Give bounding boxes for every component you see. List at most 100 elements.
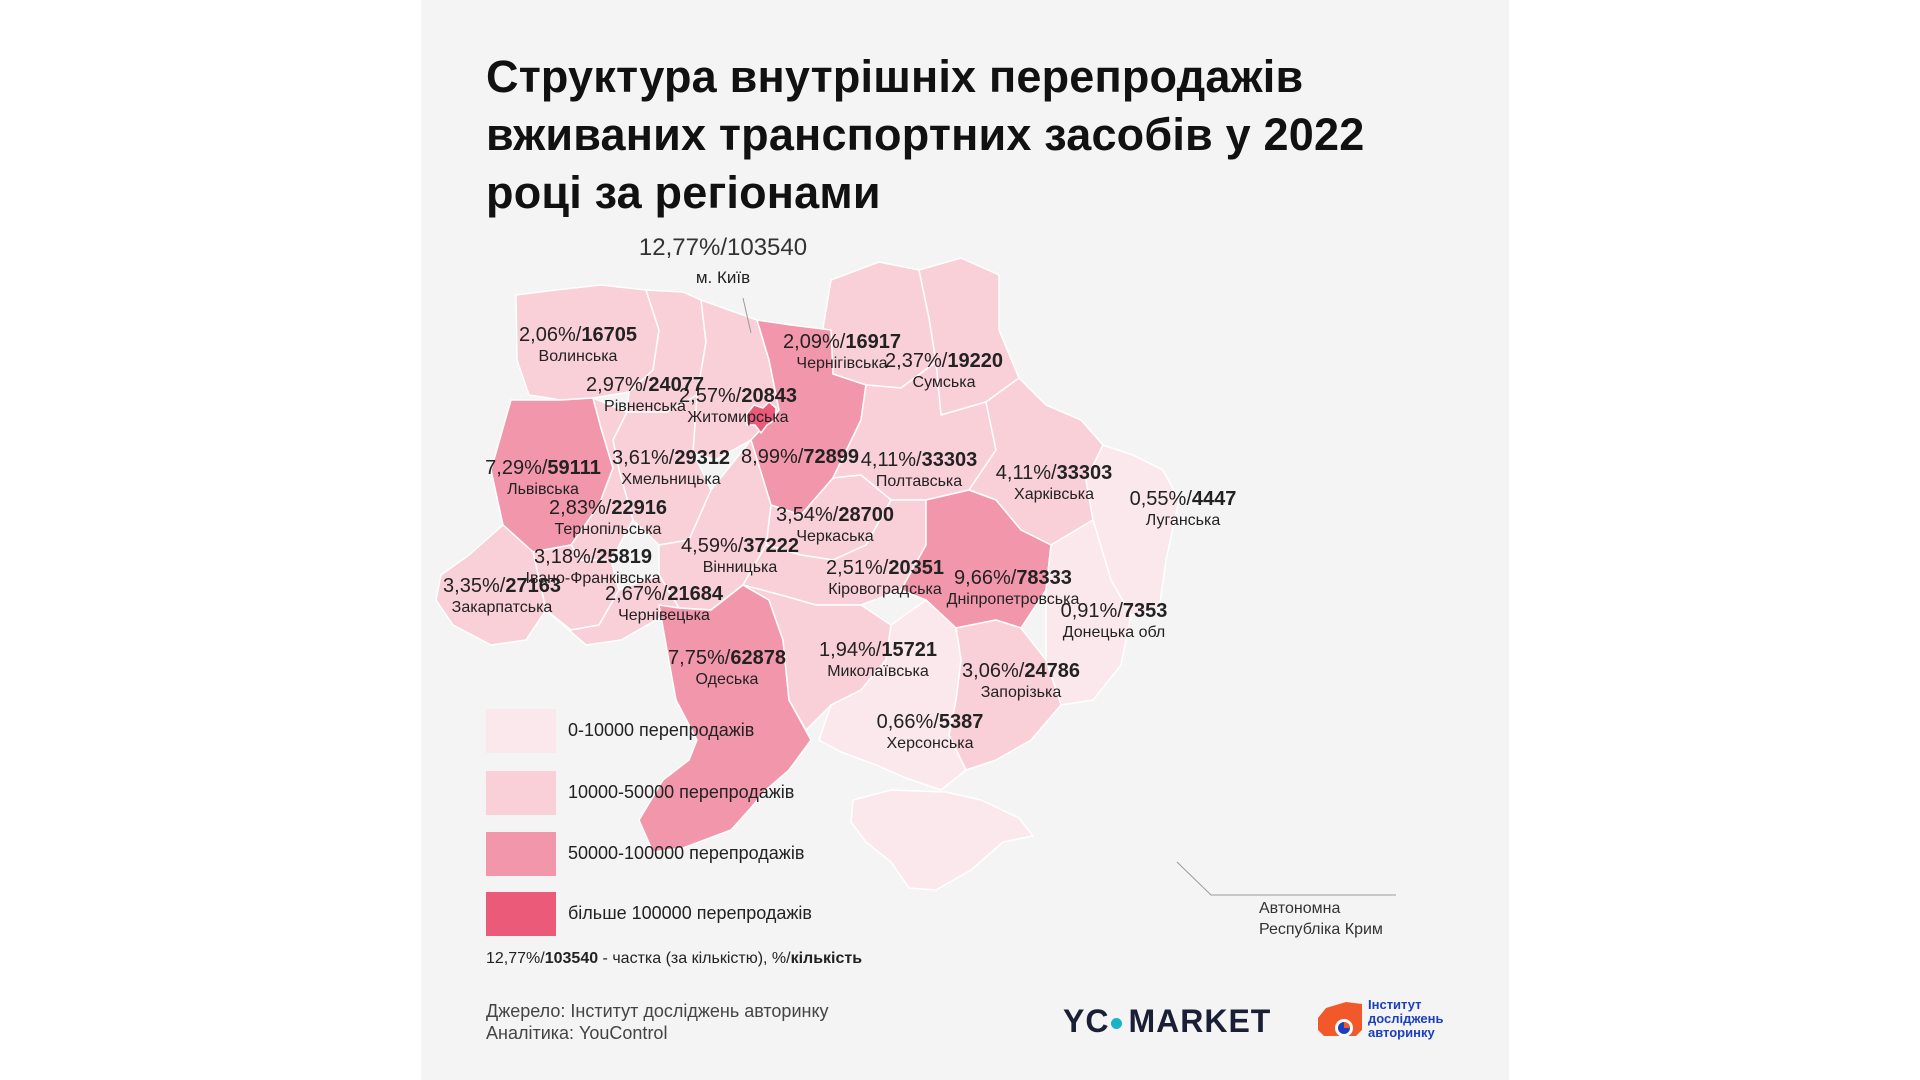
crimea-leader-line xyxy=(1176,861,1396,896)
region-share: 1,94%/ xyxy=(819,639,882,661)
region-count: 16705 xyxy=(581,324,637,346)
region-share: 2,09%/ xyxy=(783,331,846,353)
region-share: 7,75%/ xyxy=(668,647,731,669)
region-share: 2,06%/ xyxy=(519,324,582,346)
region-count: 7353 xyxy=(1122,600,1168,622)
region-count: 5387 xyxy=(938,711,984,733)
region-label-poltavska: 4,11%/33303 Полтавська xyxy=(861,448,977,492)
region-name: Чернівецька xyxy=(618,607,710,624)
region-share: 2,83%/ xyxy=(549,497,612,519)
region-share: 8,99%/ xyxy=(741,446,804,468)
region-label-rivnenska: 2,97%/24077 Рівненська xyxy=(586,373,704,417)
region-share: 4,11%/ xyxy=(995,462,1057,484)
region-share: 2,57%/ xyxy=(679,385,742,407)
region-name: Кіровоградська xyxy=(828,581,942,598)
institute-logo-text: Інститут досліджень авторинку xyxy=(1368,998,1444,1040)
region-count: 33303 xyxy=(921,449,978,471)
institute-line1: Інститут xyxy=(1368,997,1422,1012)
yc-logo-part1: YC xyxy=(1063,1003,1110,1039)
region-share: 3,06%/ xyxy=(962,660,1025,682)
region-count: 62878 xyxy=(730,647,786,669)
kyiv-name: м. Київ xyxy=(695,268,751,287)
legend-label-bin-1: 10000-50000 перепродажів xyxy=(568,782,795,802)
institute-logo: Інститут досліджень авторинку xyxy=(1316,996,1476,1046)
crimea-label-line2: Республіка Крим xyxy=(1259,921,1383,938)
region-label-cherkaska: 3,54%/28700 Черкаська xyxy=(776,503,894,547)
region-count: 20843 xyxy=(741,385,797,407)
crimea-label-line1: Автономна xyxy=(1259,900,1341,917)
institute-line3: авторинку xyxy=(1368,1025,1435,1040)
legend-note-text: - частка (за кількістю), %/ xyxy=(598,950,791,967)
region-share: 0,66%/ xyxy=(876,711,939,733)
region-name: Рівненська xyxy=(604,398,686,415)
page-title: Структура внутрішніх перепродажів вживан… xyxy=(486,51,1365,218)
region-khersonska xyxy=(818,599,967,791)
regions-layer xyxy=(435,257,1180,891)
leader-lines xyxy=(742,297,1396,896)
region-name: Миколаївська xyxy=(827,663,929,680)
region-name: Чернігівська xyxy=(796,355,888,372)
region-count: 27163 xyxy=(505,575,561,597)
region-label-khersonska: 0,66%/5387 Херсонська xyxy=(877,710,984,754)
region-label-kirovohradska: 2,51%/20351 Кіровоградська xyxy=(826,556,944,600)
region-chernivetska xyxy=(545,574,680,646)
crimea-label: Автономна Республіка Крим xyxy=(1259,898,1383,940)
region-label-zhytomyrska: 2,57%/20843 Житомирська xyxy=(679,384,797,428)
region-name: Житомирська xyxy=(687,409,789,426)
analytics-text: Аналітика: YouControl xyxy=(486,1023,668,1043)
region-label-dnipropetrovska: 9,66%/78333 Дніпропетровська xyxy=(947,566,1080,610)
region-name: Черкаська xyxy=(796,528,874,545)
region-share: 3,18%/ xyxy=(534,546,597,568)
kyiv-city-label: 12,77%/103540 м. Київ xyxy=(639,236,807,288)
region-zakarpatska xyxy=(435,524,547,646)
yc-logo-part2: MARKET xyxy=(1128,1003,1272,1039)
region-label-kharkivska: 4,11%/33303 Харківська xyxy=(996,461,1112,505)
region-label-mykolaivska: 1,94%/15721 Миколаївська xyxy=(819,638,937,682)
region-label-vinnytska: 4,59%/37222 Вінницька xyxy=(681,534,799,578)
region-name: Закарпатська xyxy=(451,599,553,616)
footer-source: Джерело: Інститут досліджень авторинку А… xyxy=(486,1000,829,1044)
yc-market-logo: YC MARKET xyxy=(1063,1003,1271,1040)
legend-swatch-bin-1 xyxy=(486,771,556,815)
legend-swatch-bin-3 xyxy=(486,892,556,936)
kyiv-leader-line xyxy=(742,297,752,334)
region-name: Івано-Франківська xyxy=(525,570,661,587)
region-count: 22916 xyxy=(611,497,667,519)
region-count: 4447 xyxy=(1191,488,1237,510)
region-count: 29312 xyxy=(674,447,730,469)
region-share: 7,29%/ xyxy=(485,457,548,479)
yc-logo-dot-icon xyxy=(1111,1018,1123,1030)
region-label-zakarpatska: 3,35%/27163 Закарпатська xyxy=(443,574,561,618)
region-share: 2,37%/ xyxy=(885,350,948,372)
region-name: Харківська xyxy=(1014,486,1094,503)
region-share: 3,61%/ xyxy=(612,447,675,469)
region-count: 33303 xyxy=(1056,462,1113,484)
region-label-lvivska: 7,29%/59111 Львівська xyxy=(485,456,601,500)
region-share: 2,67%/ xyxy=(605,583,668,605)
institute-line2: досліджень xyxy=(1368,1011,1444,1026)
region-name: Сумська xyxy=(912,374,976,391)
legend-label-bin-3: більше 100000 перепродажів xyxy=(568,903,812,923)
region-name: Дніпропетровська xyxy=(946,591,1080,608)
region-share: 9,66%/ xyxy=(954,567,1017,589)
region-name: Полтавська xyxy=(875,473,963,490)
region-count: 72899 xyxy=(803,446,859,468)
region-label-odeska: 7,75%/62878 Одеська xyxy=(668,646,786,690)
region-name: Луганська xyxy=(1145,512,1221,529)
region-share: 0,91%/ xyxy=(1060,600,1123,622)
region-count: 20351 xyxy=(888,557,944,579)
region-label-zaporizka: 3,06%/24786 Запорізька xyxy=(962,659,1080,703)
ukraine-map xyxy=(435,257,1396,896)
region-count: 24786 xyxy=(1024,660,1080,682)
region-label-kyivska: 8,99%/72899 xyxy=(741,445,859,469)
region-label-volynska: 2,06%/16705 Волинська xyxy=(519,323,637,367)
source-text: Джерело: Інститут досліджень авторинку xyxy=(486,1001,829,1021)
region-name: Донецька обл xyxy=(1062,624,1166,641)
region-label-luhanska: 0,55%/4447 Луганська xyxy=(1130,487,1237,531)
region-label-ternopilska: 2,83%/22916 Тернопільська xyxy=(549,496,667,540)
legend-label-bin-2: 50000-100000 перепродажів xyxy=(568,843,805,863)
region-donetska xyxy=(1045,519,1132,706)
kyiv-count: 103540 xyxy=(726,234,808,261)
region-name: Вінницька xyxy=(702,559,778,576)
legend-note-share: 12,77%/ xyxy=(486,950,545,967)
